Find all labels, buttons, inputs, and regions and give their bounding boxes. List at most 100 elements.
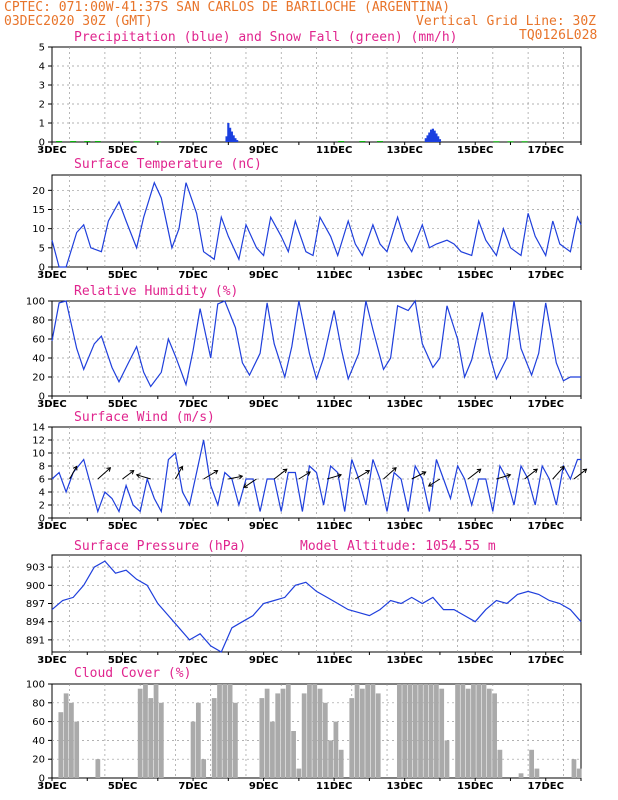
cloud-bar <box>481 684 487 778</box>
cloud-bar <box>529 749 535 778</box>
x-tick-label: 9DEC <box>249 270 278 281</box>
x-tick-label: 7DEC <box>178 655 207 666</box>
wind-arrow-head <box>213 470 219 475</box>
cloud-bar <box>444 740 450 778</box>
cloud-bar <box>534 768 540 778</box>
cloud-bar <box>148 698 154 778</box>
x-tick-label: 15DEC <box>457 655 493 666</box>
cloud-bar <box>396 684 402 778</box>
precip-bar <box>236 140 239 142</box>
x-tick-label: 5DEC <box>108 145 137 156</box>
wind-arrow <box>428 478 441 487</box>
cloud-bar <box>190 721 196 778</box>
cloud-bar <box>69 702 74 778</box>
snow-bar <box>521 141 528 143</box>
precip-bar <box>232 135 235 142</box>
wind-arrow <box>524 468 538 480</box>
x-tick-label: 7DEC <box>178 399 207 410</box>
x-tick-label: 3DEC <box>37 399 66 410</box>
cloud-bar <box>338 749 344 778</box>
precip-bar <box>424 138 427 142</box>
cloud-bar <box>428 684 434 778</box>
cloud-bar <box>95 759 101 778</box>
panel-6: Cloud Cover (%) 0 20 40 60 80 100 3DEC 5DEC 7DEC 9… <box>26 666 582 792</box>
snow-bar <box>56 141 63 143</box>
x-tick-label: 9DEC <box>249 145 278 156</box>
panel-3: Relative Humidity (%) 0 20 40 60 80 100 3DEC 5DE… <box>26 284 582 410</box>
y-tick-label: 40 <box>32 354 45 365</box>
x-tick-label: 13DEC <box>386 781 422 792</box>
precip-bar <box>426 135 429 142</box>
wind-arrow <box>326 474 342 480</box>
wind-arrow <box>203 470 218 480</box>
cloud-bar <box>153 684 159 778</box>
panel-title: Surface Temperature (nC) <box>74 157 262 172</box>
y-tick-label: 20 <box>32 186 45 197</box>
series-line <box>51 439 581 514</box>
x-tick-label: 5DEC <box>108 270 137 281</box>
y-tick-label: 15 <box>32 205 45 216</box>
x-tick-label: 7DEC <box>178 270 207 281</box>
cloud-bar <box>227 684 233 778</box>
y-tick-label: 0 <box>39 774 45 785</box>
wind-arrow-head <box>282 468 288 474</box>
x-tick-label: 9DEC <box>249 655 278 666</box>
y-tick-label: 897 <box>26 599 45 610</box>
x-tick-label: 17DEC <box>528 270 564 281</box>
cloud-bar <box>328 740 333 778</box>
wind-arrow <box>467 468 482 480</box>
y-tick-label: 10 <box>32 449 45 460</box>
y-tick-label: 100 <box>26 680 45 691</box>
wind-arrow <box>383 467 397 480</box>
precip-bar <box>230 131 233 142</box>
y-tick-label: 6 <box>39 475 45 486</box>
x-tick-label: 11DEC <box>316 781 352 792</box>
cloud-bar <box>264 688 270 778</box>
y-tick-label: 1 <box>39 119 45 130</box>
precip-bar <box>430 129 433 142</box>
wind-arrow <box>122 470 135 480</box>
y-tick-label: 20 <box>32 373 45 384</box>
cloud-bar <box>439 688 445 778</box>
panel-title: Surface Pressure (hPa) <box>74 539 246 554</box>
precip-bar <box>438 139 442 142</box>
y-tick-label: 4 <box>39 488 45 499</box>
x-tick-label: 11DEC <box>316 399 352 410</box>
precip-bar <box>435 133 438 142</box>
precip-bar <box>428 132 431 142</box>
cloud-bar <box>497 749 503 778</box>
cloud-bar <box>407 684 413 778</box>
y-tick-label: 8 <box>39 462 45 473</box>
x-tick-label: 5DEC <box>108 521 137 532</box>
wind-arrow-head <box>533 468 538 474</box>
snow-bar <box>493 141 500 143</box>
run-date: 03DEC2020 30Z (GMT) <box>4 14 153 29</box>
cloud-bar <box>460 684 466 778</box>
precip-bar <box>437 136 440 142</box>
cloud-bar <box>375 693 381 778</box>
y-tick-label: 60 <box>32 717 45 728</box>
x-tick-label: 7DEC <box>178 781 207 792</box>
y-tick-label: 14 <box>32 423 45 434</box>
y-tick-label: 100 <box>26 297 45 308</box>
wind-arrow-head <box>365 470 371 475</box>
wind-arrow <box>273 468 288 480</box>
panel-title: Cloud Cover (%) <box>74 666 191 681</box>
x-tick-label: 13DEC <box>386 521 422 532</box>
wind-arrow <box>136 474 151 480</box>
x-tick-label: 15DEC <box>457 521 493 532</box>
y-tick-label: 894 <box>26 617 45 628</box>
x-tick-label: 11DEC <box>316 145 352 156</box>
x-tick-label: 17DEC <box>528 521 564 532</box>
x-tick-label: 3DEC <box>37 521 66 532</box>
cloud-bar <box>259 698 265 778</box>
wind-arrow-head <box>337 473 342 479</box>
panel-title: Precipitation (blue) and Snow Fall (gree… <box>74 30 458 45</box>
x-tick-label: 9DEC <box>249 399 278 410</box>
cloud-bar <box>195 702 201 778</box>
snow-bar <box>359 141 366 143</box>
panel-title: Relative Humidity (%) <box>74 284 238 299</box>
snow-bar <box>376 141 383 143</box>
panel-1: Precipitation (blue) and Snow Fall (gree… <box>37 30 582 156</box>
